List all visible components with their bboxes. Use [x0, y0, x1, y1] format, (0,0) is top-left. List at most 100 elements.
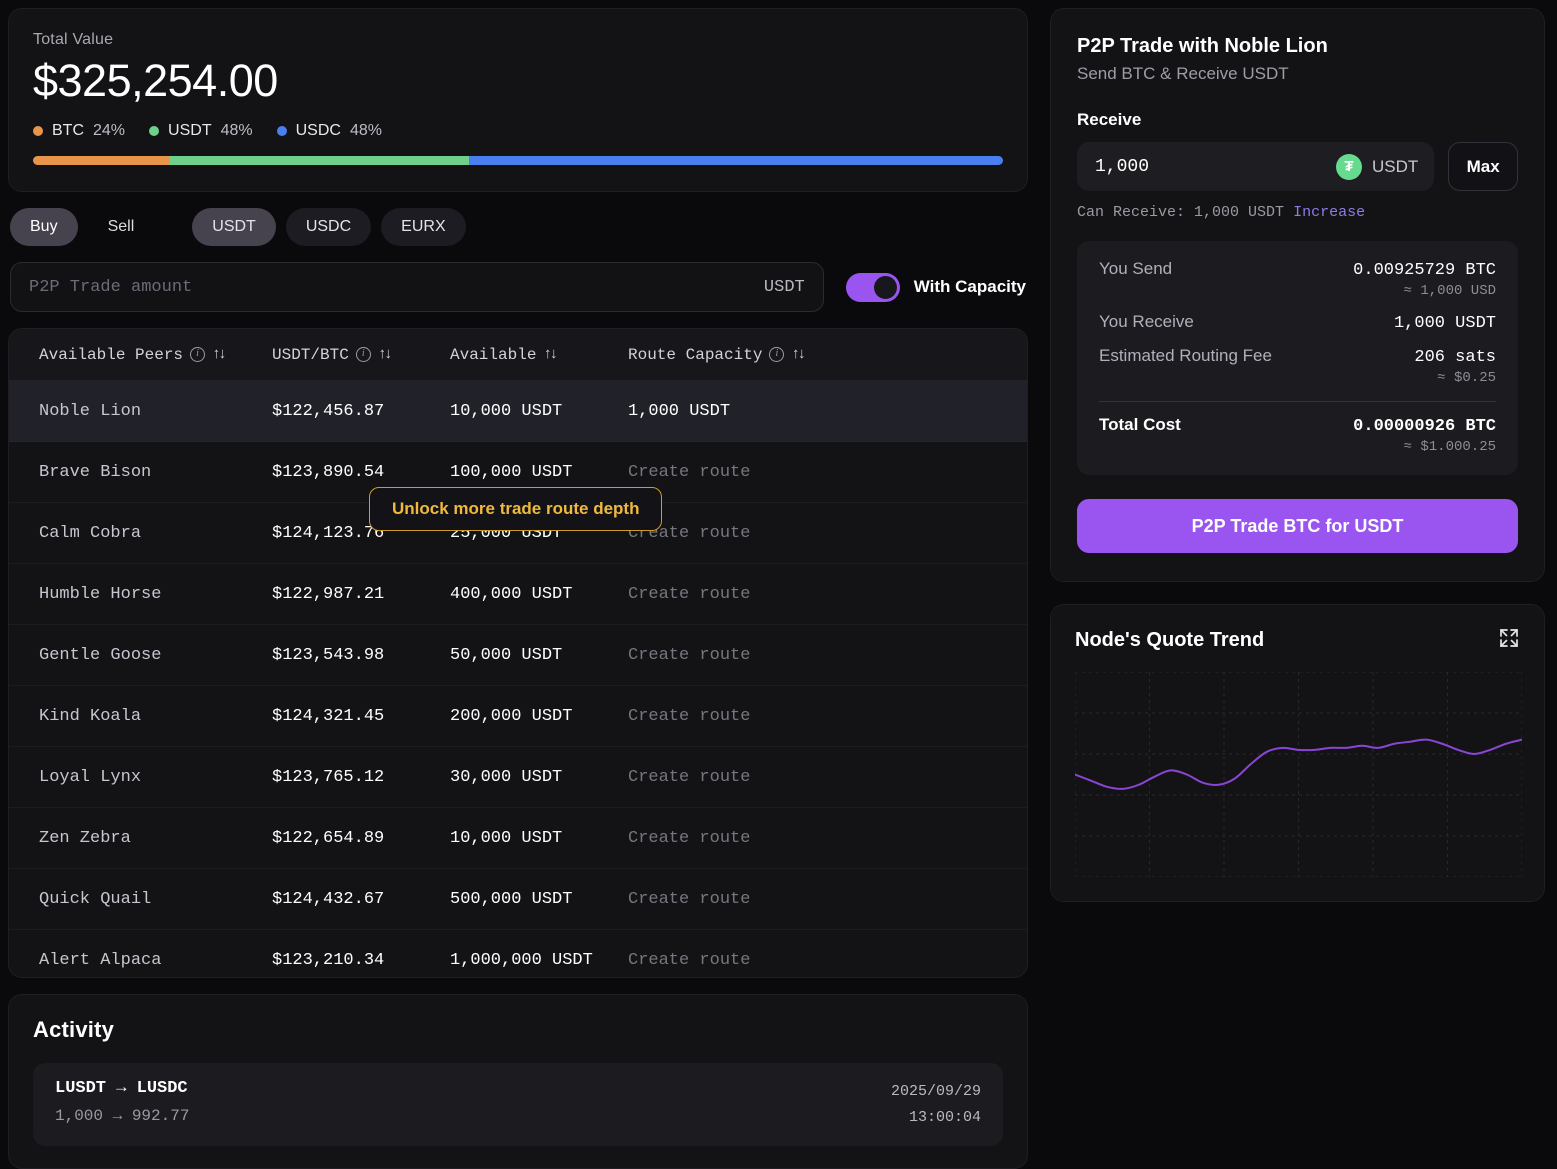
- table-row[interactable]: Gentle Goose $123,543.98 50,000 USDT Create…: [9, 625, 1027, 687]
- info-icon[interactable]: i: [190, 347, 206, 363]
- asset-usdc-button[interactable]: USDC: [285, 208, 372, 247]
- p2p-trade-card: P2P Trade with Noble Lion Send BTC & Rec…: [1050, 8, 1545, 582]
- asset-eurx-button[interactable]: EURX: [381, 208, 466, 247]
- total-value-card: Total Value $325,254.00 BTC 24% USDT 48% USD…: [8, 8, 1028, 193]
- summary-row-you-send: You Send 0.00925729 BTC: [1099, 259, 1496, 280]
- activity-amounts: 1,000 → 992.77: [55, 1107, 190, 1125]
- sort-icon[interactable]: ↑↓: [377, 346, 393, 364]
- activity-card: Activity LUSDT → LUSDC 1,000 → 992.77 20…: [8, 994, 1028, 1169]
- fee-approx: ≈ $0.25: [1437, 370, 1496, 386]
- column-available[interactable]: Available ↑↓: [450, 346, 628, 364]
- increase-link[interactable]: Increase: [1293, 204, 1366, 221]
- create-route-link[interactable]: Create route: [628, 767, 751, 787]
- peer-available: 30,000 USDT: [450, 767, 563, 787]
- create-route-link[interactable]: Create route: [628, 828, 751, 848]
- can-receive-note: Can Receive: 1,000 USDT Increase: [1077, 204, 1518, 221]
- sort-icon[interactable]: ↑↓: [791, 346, 806, 364]
- info-icon[interactable]: i: [355, 347, 371, 363]
- expand-icon[interactable]: [1498, 627, 1520, 654]
- column-label: Available: [450, 345, 537, 364]
- receive-coin-name: USDT: [1372, 156, 1419, 176]
- column-label: USDT/BTC: [272, 345, 349, 364]
- receive-field[interactable]: ₮ USDT: [1077, 142, 1435, 191]
- peer-name: Loyal Lynx: [39, 767, 142, 787]
- activity-pair: LUSDT → LUSDC: [55, 1079, 188, 1098]
- column-available-peers[interactable]: Available Peers i ↑↓: [39, 346, 272, 364]
- peer-name: Noble Lion: [39, 401, 142, 421]
- create-route-link[interactable]: Create route: [628, 584, 751, 604]
- side-sell-button[interactable]: Sell: [88, 208, 155, 246]
- table-row[interactable]: Alert Alpaca $123,210.34 1,000,000 USDT Cre…: [9, 930, 1027, 977]
- peer-available: 10,000 USDT: [450, 401, 563, 421]
- peer-name: Gentle Goose: [39, 645, 162, 665]
- allocation-segment-usdt: [168, 156, 470, 166]
- peer-rate: $124,321.45: [272, 706, 385, 726]
- table-row[interactable]: Kind Koala $124,321.45 200,000 USDT Create …: [9, 686, 1027, 748]
- with-capacity-toggle[interactable]: [845, 272, 900, 302]
- info-icon[interactable]: i: [769, 347, 785, 363]
- column-label: Route Capacity: [628, 345, 763, 364]
- total-value-amount: $325,254.00: [33, 55, 278, 106]
- peer-name: Quick Quail: [39, 889, 152, 909]
- table-row[interactable]: Quick Quail $124,432.67 500,000 USDT Create…: [9, 869, 1027, 931]
- activity-date: 2025/09/29: [890, 1083, 981, 1100]
- quote-trend-header: Node's Quote Trend: [1075, 627, 1520, 654]
- sort-icon[interactable]: ↑↓: [212, 346, 227, 364]
- peer-rate: $124,123.76: [272, 523, 385, 543]
- you-send-approx: ≈ 1,000 USD: [1403, 283, 1496, 299]
- peer-name: Calm Cobra: [39, 523, 142, 543]
- allocation-bar: [33, 156, 1003, 166]
- table-row[interactable]: Noble Lion $122,456.87 10,000 USDT 1,000 US…: [9, 381, 1027, 443]
- fee-value: 206 sats: [1414, 348, 1496, 367]
- summary-row-fee: Estimated Routing Fee 206 sats: [1099, 346, 1496, 367]
- p2p-trade-submit-button[interactable]: P2P Trade BTC for USDT: [1077, 499, 1518, 553]
- side-buy-button[interactable]: Buy: [10, 208, 78, 247]
- with-capacity-label: With Capacity: [913, 277, 1026, 297]
- peer-rate: $122,987.21: [272, 584, 385, 604]
- amount-row: USDT With Capacity: [8, 262, 1028, 313]
- column-route-capacity[interactable]: Route Capacity i ↑↓: [628, 346, 997, 364]
- total-value-label: Total Value: [33, 31, 114, 48]
- peer-available: 400,000 USDT: [450, 584, 573, 604]
- peer-available: 1,000,000 USDT: [450, 950, 593, 970]
- activity-item-main: LUSDT → LUSDC 1,000 → 992.77: [55, 1079, 189, 1125]
- sort-icon[interactable]: ↑↓: [543, 346, 558, 364]
- table-row[interactable]: Loyal Lynx $123,765.12 30,000 USDT Create r…: [9, 747, 1027, 809]
- max-button[interactable]: Max: [1448, 142, 1518, 191]
- unlock-depth-tooltip: Unlock more trade route depth: [369, 487, 663, 532]
- create-route-link[interactable]: Create route: [628, 889, 751, 909]
- activity-title: Activity: [33, 1017, 115, 1042]
- available-peers-table: Available Peers i ↑↓ USDT/BTC i ↑↓ Avail…: [8, 328, 1028, 978]
- create-route-link[interactable]: Create route: [628, 706, 751, 726]
- trade-amount-input[interactable]: [29, 277, 764, 297]
- legend-name: USDC: [295, 122, 341, 140]
- activity-time: 13:00:04: [908, 1108, 981, 1126]
- table-row[interactable]: Zen Zebra $122,654.89 10,000 USDT Create ro…: [9, 808, 1027, 870]
- trade-amount-field[interactable]: USDT: [10, 262, 824, 313]
- peer-rate: $122,456.87: [272, 401, 385, 421]
- peer-available: 500,000 USDT: [450, 889, 573, 909]
- peer-available: 100,000 USDT: [450, 462, 573, 482]
- fee-label: Estimated Routing Fee: [1099, 346, 1272, 365]
- legend-dot-icon: [149, 126, 160, 137]
- table-body: Noble Lion $122,456.87 10,000 USDT 1,000 US…: [9, 381, 1027, 977]
- you-receive-value: 1,000 USDT: [1393, 314, 1496, 333]
- table-row[interactable]: Brave Bison $123,890.54 100,000 USDT Create…: [9, 442, 1027, 504]
- allocation-segment-usdc: [469, 156, 1003, 166]
- create-route-link[interactable]: Create route: [628, 523, 751, 543]
- column-usdt-btc[interactable]: USDT/BTC i ↑↓: [272, 346, 450, 364]
- with-capacity-control: With Capacity: [845, 272, 1026, 302]
- quote-trend-chart: [1074, 671, 1523, 878]
- peer-name: Alert Alpaca: [39, 950, 162, 970]
- create-route-link[interactable]: Create route: [628, 950, 751, 970]
- table-row[interactable]: Humble Horse $122,987.21 400,000 USDT Creat…: [9, 564, 1027, 626]
- legend-item-usdt: USDT 48%: [149, 122, 253, 140]
- receive-input[interactable]: [1095, 156, 1326, 177]
- table-header-row: Available Peers i ↑↓ USDT/BTC i ↑↓ Avail…: [9, 329, 1027, 382]
- allocation-segment-btc: [33, 156, 169, 166]
- activity-item[interactable]: LUSDT → LUSDC 1,000 → 992.77 2025/09/29 …: [33, 1063, 1003, 1146]
- asset-usdt-button[interactable]: USDT: [192, 208, 276, 247]
- create-route-link[interactable]: Create route: [628, 645, 751, 665]
- peer-rate: $123,210.34: [272, 950, 385, 970]
- create-route-link[interactable]: Create route: [628, 462, 751, 482]
